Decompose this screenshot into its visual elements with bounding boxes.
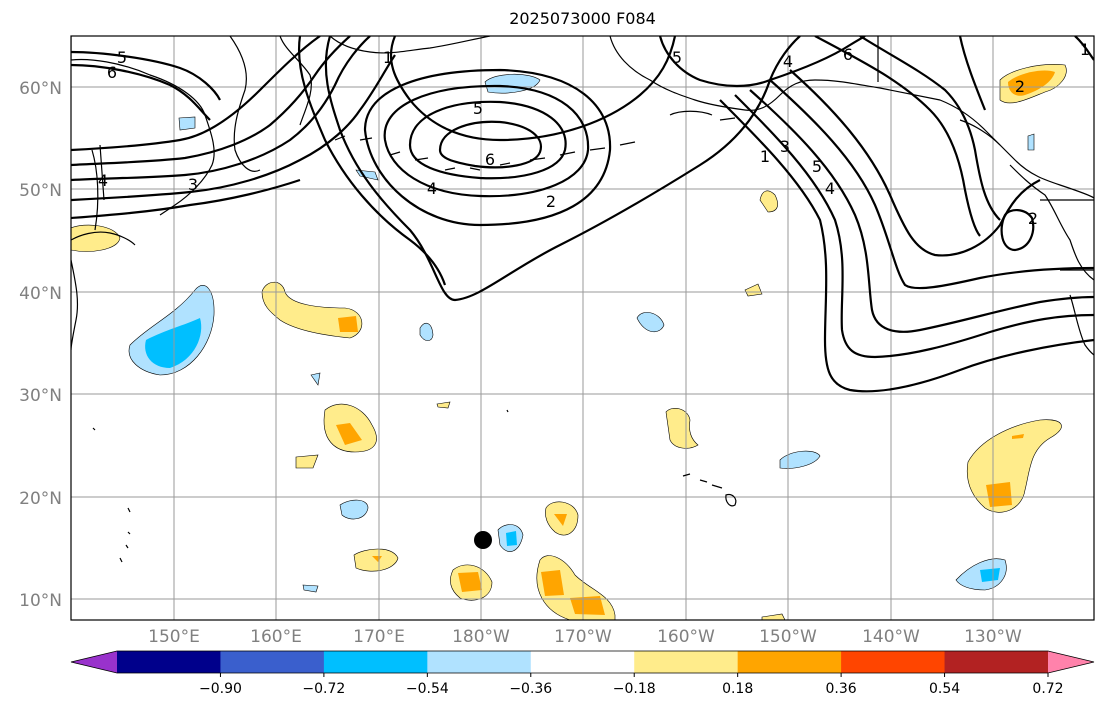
colorbar-segment	[427, 651, 532, 673]
contour-label: 2	[546, 192, 556, 211]
lon-label: 170°W	[554, 627, 612, 647]
contour-label: 5	[812, 157, 822, 176]
contour-label: 1	[760, 147, 770, 166]
lat-label: 40°N	[19, 284, 62, 304]
lat-label: 20°N	[19, 489, 62, 509]
lat-label: 10°N	[19, 591, 62, 611]
contour-label: 3	[188, 175, 198, 194]
colorbar-tick-label: 0.54	[929, 681, 960, 697]
lon-label: 160°W	[657, 627, 715, 647]
colorbar-tick-label: 0.36	[826, 681, 857, 697]
colorbar-tick-label: −0.54	[406, 681, 449, 697]
contour-label: 5	[672, 48, 682, 67]
contour-label: 4	[783, 52, 793, 71]
contour-label: 1	[383, 48, 393, 67]
lon-label: 140°W	[862, 627, 920, 647]
lon-label: 180°W	[452, 627, 510, 647]
contour-label: 5	[473, 99, 483, 118]
contour-label: 1	[1080, 40, 1090, 59]
contour-label: 4	[98, 171, 108, 190]
colorbar-segment	[530, 651, 635, 673]
gridlines	[71, 36, 1094, 620]
colorbar-tick-label: −0.90	[199, 681, 242, 697]
lon-label: 130°W	[964, 627, 1022, 647]
colorbar-tick-label: 0.18	[722, 681, 753, 697]
colorbar-segment	[323, 651, 428, 673]
colorbar-tick-label: −0.72	[302, 681, 345, 697]
colorbar-segment	[737, 651, 842, 673]
map-title: 2025073000 F084	[509, 9, 656, 28]
longitude-labels: 150°E 160°E 170°E 180°W 170°W 160°W 150°…	[148, 627, 1022, 647]
contour-label: 6	[107, 63, 117, 82]
coastlines	[71, 36, 1094, 563]
lon-label: 150°E	[148, 627, 200, 647]
latitude-labels: 60°N 50°N 40°N 30°N 20°N 10°N	[19, 79, 62, 611]
colorbar	[70, 650, 1095, 674]
colorbar-outline	[70, 650, 1095, 674]
map-frame	[70, 35, 1095, 621]
colorbar-extend-high	[1048, 651, 1094, 673]
contour-label: 5	[117, 48, 127, 67]
contour-label: 6	[485, 150, 495, 169]
contour-label: 4	[825, 179, 835, 198]
colorbar-tick-label: −0.36	[509, 681, 552, 697]
contour-label: 2	[1015, 77, 1025, 96]
contour-label: 6	[843, 45, 853, 64]
contour-label: 4	[427, 179, 437, 198]
lon-label: 160°E	[250, 627, 302, 647]
colorbar-segment	[220, 651, 325, 673]
contour-label: 2	[1028, 209, 1038, 228]
colorbar-tick-label: 0.72	[1032, 681, 1063, 697]
storm-center-marker	[474, 531, 492, 549]
contour-label: 3	[780, 137, 790, 156]
lat-label: 60°N	[19, 79, 62, 99]
lon-label: 170°E	[353, 627, 405, 647]
colorbar-segment	[944, 651, 1049, 673]
colorbar-extend-low	[71, 651, 117, 673]
contour-lines	[71, 36, 1094, 393]
lat-label: 30°N	[19, 386, 62, 406]
contour-label-group: 5 6 1 5 6 4 3 4 2 4 6 5 1 3 5 4 1 2 2	[98, 40, 1090, 228]
colorbar-segment	[841, 651, 946, 673]
lon-label: 150°W	[759, 627, 817, 647]
colorbar-segment	[117, 651, 221, 673]
colorbar-tick-label: −0.18	[613, 681, 656, 697]
lat-label: 50°N	[19, 181, 62, 201]
colorbar-segment	[634, 651, 739, 673]
colorbar-tick-labels: −0.90 −0.72 −0.54 −0.36 −0.18 0.18 0.36 0.54 0.7…	[199, 673, 1064, 697]
